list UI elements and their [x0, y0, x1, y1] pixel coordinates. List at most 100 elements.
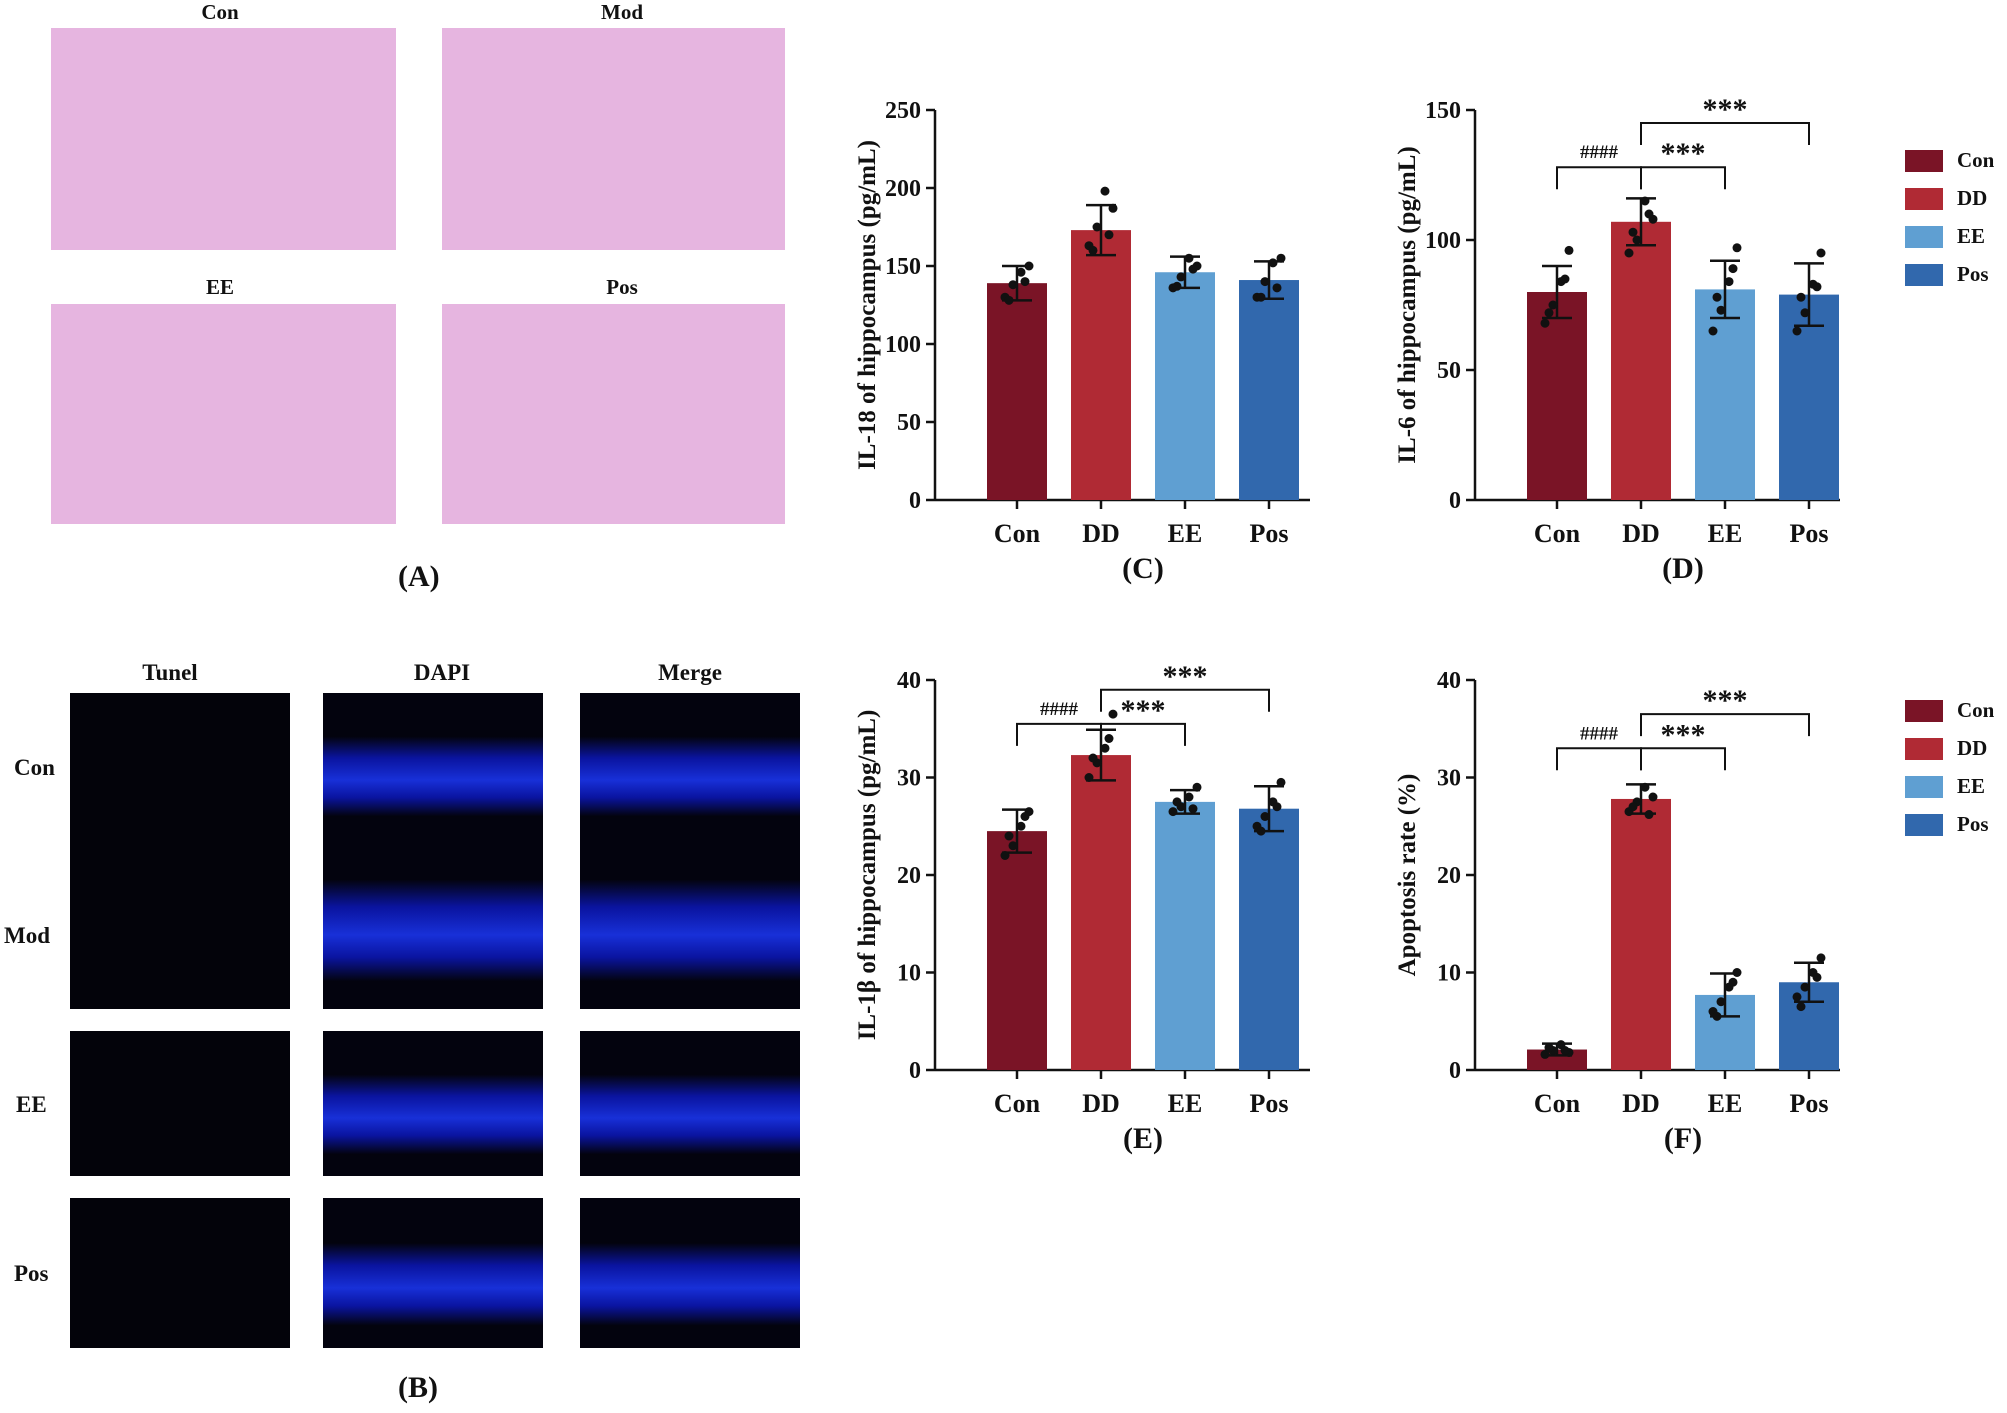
- legend-item-pos: Pos: [1905, 262, 2005, 288]
- data-point: [1712, 1011, 1722, 1021]
- he-title-pos: Pos: [606, 275, 638, 299]
- bar-dd: [1071, 755, 1131, 1070]
- legend-item-con: Con: [1905, 148, 2005, 174]
- data-point: [1540, 1049, 1550, 1059]
- data-point: [1108, 203, 1118, 213]
- bar-pos: [1239, 280, 1299, 500]
- data-point: [1008, 841, 1018, 851]
- y-tick-label: 0: [1449, 488, 1461, 514]
- legend-label: DD: [1957, 736, 1988, 760]
- panel-label: (F): [1664, 1122, 1702, 1155]
- x-tick-label-ee: EE: [1168, 519, 1203, 548]
- data-point: [1088, 245, 1098, 255]
- y-tick-label: 0: [909, 1058, 921, 1084]
- significance-label: ***: [1703, 93, 1748, 126]
- data-point: [1624, 248, 1634, 258]
- data-point: [1100, 186, 1110, 196]
- data-point: [1192, 782, 1202, 792]
- legend-label: EE: [1957, 774, 1986, 798]
- significance-label: ***: [1661, 137, 1706, 170]
- fl-image-pos-dapi: [323, 1198, 543, 1348]
- chart-apoptosis: 0 10 20 30 40 Apoptosis rate (%) Con DD EE Pos ###…: [1394, 668, 1840, 1155]
- y-axis-label: IL-18 of hippocampus (pg/mL): [854, 140, 881, 470]
- bar-dd: [1611, 798, 1671, 1070]
- bar-dd: [1611, 221, 1671, 501]
- data-point: [1024, 261, 1034, 271]
- x-tick-label-ee: EE: [1708, 1089, 1743, 1118]
- he-image-mod: [442, 28, 785, 250]
- data-point: [1644, 810, 1654, 820]
- data-point: [1268, 258, 1278, 268]
- data-point: [1256, 826, 1266, 836]
- legend-item-ee: EE: [1905, 224, 2005, 250]
- he-title-ee: EE: [205, 275, 234, 299]
- data-point: [1016, 821, 1026, 831]
- data-point: [1272, 283, 1282, 293]
- he-image-pos: [442, 304, 785, 524]
- x-tick-label-ee: EE: [1168, 1089, 1203, 1118]
- fl-image-ee-dapi: [323, 1031, 543, 1176]
- fl-image-pos-merge: [580, 1198, 800, 1348]
- data-point: [1172, 797, 1182, 807]
- x-tick-label-con: Con: [994, 1089, 1041, 1118]
- legend-swatch: [1905, 150, 1943, 172]
- y-tick-label: 30: [1437, 766, 1461, 792]
- y-axis-label: IL-1β of hippocampus (pg/mL): [854, 710, 881, 1041]
- y-tick-label: 40: [1437, 668, 1461, 694]
- data-point: [1796, 292, 1806, 302]
- legend-swatch: [1905, 776, 1943, 798]
- x-tick-label-dd: DD: [1622, 1089, 1660, 1118]
- data-point: [1816, 953, 1826, 963]
- significance-bracket: [1640, 122, 1810, 145]
- fl-image-ee-tunel: [70, 1031, 290, 1176]
- data-point: [1640, 782, 1650, 792]
- legend-label: Pos: [1957, 262, 1989, 286]
- legend-label: DD: [1957, 186, 1988, 210]
- data-point: [1716, 305, 1726, 315]
- fl-row-mod: Mod: [4, 923, 50, 948]
- fl-image-pos-tunel: [70, 1198, 290, 1348]
- legend-item-dd: DD: [1905, 186, 2005, 212]
- fl-col-tunel: Tunel: [142, 660, 198, 685]
- data-point: [1088, 753, 1098, 763]
- data-point: [1644, 209, 1654, 219]
- fl-row-pos: Pos: [14, 1261, 49, 1286]
- data-point: [1100, 743, 1110, 753]
- y-tick-label: 30: [897, 766, 921, 792]
- data-point: [1004, 295, 1014, 305]
- x-tick-label-con: Con: [1534, 519, 1581, 548]
- data-point: [1260, 812, 1270, 821]
- legend-item-ee: EE: [1905, 774, 2005, 800]
- significance-bracket: [1100, 722, 1186, 746]
- data-point: [1272, 802, 1282, 812]
- data-point: [1560, 1046, 1570, 1055]
- he-image-con: [51, 28, 396, 250]
- y-axis-label: Apoptosis rate (%): [1394, 774, 1421, 977]
- data-point: [1628, 802, 1638, 812]
- significance-label: ***: [1661, 718, 1706, 751]
- x-tick-label-pos: Pos: [1250, 1089, 1289, 1118]
- data-point: [1004, 831, 1014, 841]
- fl-image-con-tunel: [70, 693, 290, 838]
- x-tick-label-ee: EE: [1708, 519, 1743, 548]
- fl-row-con: Con: [14, 755, 55, 780]
- bar-ee: [1155, 801, 1215, 1070]
- data-point: [1092, 222, 1102, 232]
- data-point: [1020, 812, 1030, 821]
- panel-label-a: (A): [398, 560, 440, 593]
- y-tick-label: 150: [1425, 98, 1461, 124]
- legend-item-con: Con: [1905, 698, 2005, 724]
- data-point: [1000, 851, 1010, 860]
- data-point: [1188, 264, 1198, 274]
- he-title-con: Con: [201, 0, 239, 24]
- data-point: [1184, 253, 1194, 263]
- x-tick-label-pos: Pos: [1250, 519, 1289, 548]
- y-tick-label: 10: [897, 961, 921, 987]
- x-tick-label-dd: DD: [1622, 519, 1660, 548]
- fl-image-mod-dapi: [323, 824, 543, 1009]
- data-point: [1800, 308, 1810, 318]
- x-tick-label-con: Con: [994, 519, 1041, 548]
- y-tick-label: 100: [885, 332, 921, 358]
- data-point: [1816, 248, 1826, 258]
